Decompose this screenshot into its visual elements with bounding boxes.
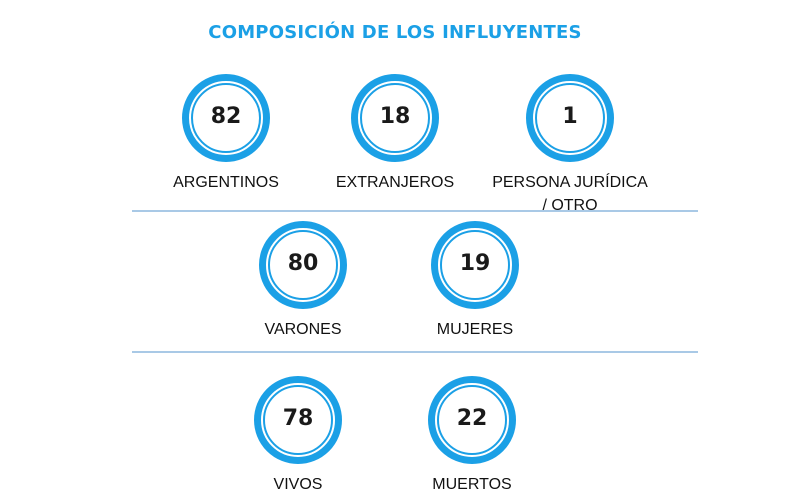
stat-varones: 80 VARONES [203, 221, 403, 341]
stat-extranjeros: 18 EXTRANJEROS [295, 74, 495, 194]
stat-label: VARONES [264, 321, 342, 338]
count-circle: 18 [351, 74, 439, 162]
section-divider [132, 210, 698, 212]
stat-muertos: 22 MUERTOS [372, 376, 572, 496]
stat-value: 78 [282, 406, 314, 431]
stat-persona-juridica: 1 PERSONA JURÍDICA / OTRO [470, 74, 670, 217]
count-circle: 78 [254, 376, 342, 464]
stat-value: 22 [456, 406, 488, 431]
count-circle: 22 [428, 376, 516, 464]
stat-label: MUERTOS [432, 476, 512, 493]
stat-label: VIVOS [273, 476, 323, 493]
page-title: COMPOSICIÓN DE LOS INFLUYENTES [208, 22, 582, 43]
stat-value: 1 [562, 104, 578, 129]
count-circle: 1 [526, 74, 614, 162]
count-circle: 19 [431, 221, 519, 309]
count-circle: 80 [259, 221, 347, 309]
stat-value: 82 [210, 104, 242, 129]
section-divider [132, 351, 698, 353]
stat-label: MUJERES [436, 321, 514, 338]
count-circle: 82 [182, 74, 270, 162]
stat-vivos: 78 VIVOS [198, 376, 398, 496]
stat-label: EXTRANJEROS [335, 174, 455, 191]
stat-mujeres: 19 MUJERES [375, 221, 575, 341]
stat-label: PERSONA JURÍDICA / OTRO [492, 174, 648, 214]
stat-label: ARGENTINOS [173, 174, 279, 191]
stat-argentinos: 82 ARGENTINOS [126, 74, 326, 194]
stat-value: 80 [287, 251, 319, 276]
stat-value: 18 [379, 104, 411, 129]
stat-value: 19 [459, 251, 491, 276]
